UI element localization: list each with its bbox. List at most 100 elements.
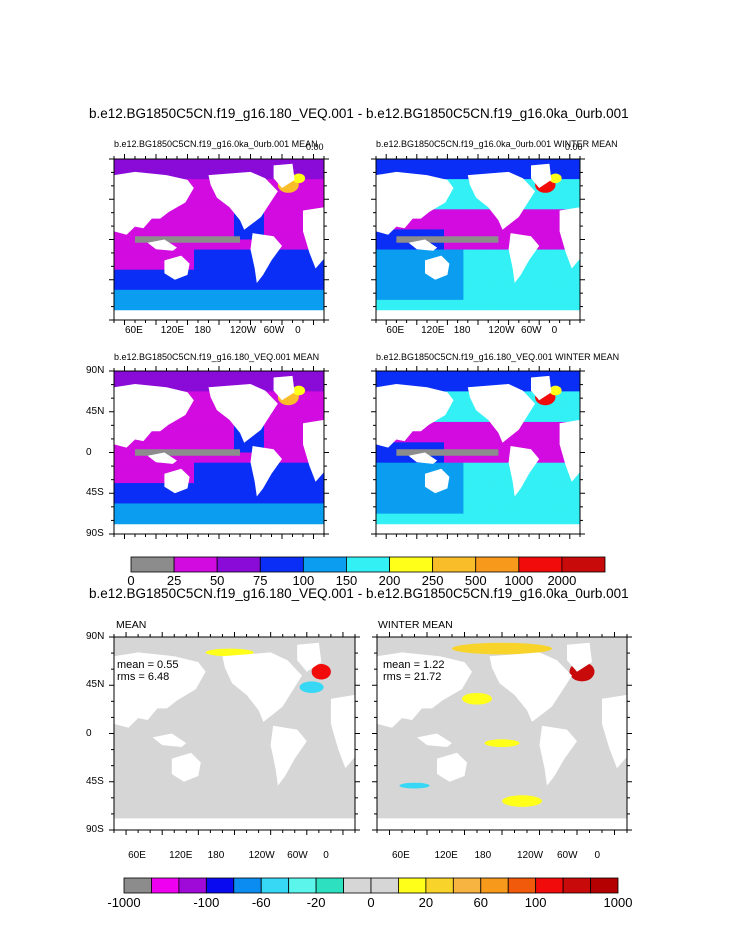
field-cell: [482, 371, 493, 382]
colorbar-1-swatch: [432, 556, 477, 573]
field-cell: [204, 472, 215, 484]
field-cell: [214, 249, 225, 261]
field-cell: [502, 299, 513, 311]
field-cell: [492, 269, 503, 281]
field-cell: [214, 442, 225, 453]
field-cell: [541, 219, 552, 230]
field-cell: [531, 269, 542, 281]
field-cell: [531, 249, 542, 261]
field-cell: [453, 452, 464, 464]
lon-tick-label: 180: [207, 850, 225, 861]
field-cell: [320, 757, 333, 771]
field-cell: [320, 805, 333, 819]
field-cell: [591, 733, 604, 746]
field-cell: [482, 279, 493, 291]
field-cell: [240, 745, 253, 759]
field-cell: [484, 745, 497, 759]
field-cell: [543, 793, 556, 807]
field-cell: [460, 709, 473, 722]
diff-panel-1-mean: mean = 0.55: [117, 659, 179, 671]
field-cell: [492, 371, 503, 382]
field-cell: [224, 269, 235, 281]
field-cell: [294, 209, 305, 220]
field-cell: [405, 269, 416, 281]
field-cell: [194, 685, 207, 698]
field-cell: [463, 299, 474, 311]
field-cell: [519, 745, 533, 759]
land-mass: [467, 171, 536, 230]
field-cell: [463, 442, 474, 453]
field-cell: [531, 503, 542, 515]
field-cell: [148, 793, 161, 807]
field-cell: [204, 219, 215, 230]
field-cell: [550, 452, 561, 464]
field-cell: [148, 757, 161, 771]
field-cell: [343, 805, 356, 819]
field-cell: [615, 661, 628, 674]
field-cell: [512, 169, 523, 180]
field-cell: [555, 697, 568, 710]
field-cell: [217, 781, 230, 795]
field-cell: [228, 697, 241, 710]
map-panel-4: [371, 366, 585, 539]
field-cell: [512, 432, 523, 443]
colorbar-1-swatch: [302, 556, 347, 573]
field-cell: [507, 757, 521, 771]
field-cell: [217, 637, 230, 650]
field-cell: [286, 709, 299, 722]
field-cell: [125, 745, 138, 759]
field-cell: [274, 483, 285, 494]
colorbar-2-swatch: [425, 877, 454, 894]
field-cell: [531, 769, 545, 783]
field-cell: [124, 493, 135, 504]
field-cell: [405, 432, 416, 443]
field-cell: [473, 249, 484, 261]
colorbar-1-label: 2000: [547, 573, 577, 588]
field-cell: [453, 442, 464, 453]
field-cell: [579, 757, 592, 771]
field-cell: [148, 769, 161, 783]
field-cell: [463, 189, 474, 200]
field-cell: [314, 493, 325, 504]
field-cell: [555, 793, 568, 807]
field-cell: [286, 649, 299, 662]
field-cell: [204, 229, 215, 240]
field-cell: [570, 179, 581, 190]
field-cell: [264, 199, 275, 210]
field-cell: [171, 805, 184, 819]
field-cell: [332, 745, 344, 759]
field-cell: [154, 219, 165, 230]
field-cell: [184, 483, 195, 494]
field-cell: [314, 381, 325, 392]
field-cell: [217, 685, 230, 698]
field-cell: [502, 452, 513, 464]
field-cell: [567, 697, 580, 710]
lon-tick-label: 120E: [160, 325, 185, 336]
field-cell: [125, 781, 138, 795]
field-cell: [144, 462, 155, 474]
field-cell: [164, 229, 175, 240]
field-cell: [531, 483, 542, 494]
field-cell: [332, 805, 344, 819]
field-cell: [114, 259, 125, 271]
field-cell: [274, 432, 285, 443]
field-cell: [436, 709, 449, 722]
field-cell: [591, 757, 604, 771]
field-cell: [284, 411, 295, 423]
field-cell: [395, 159, 406, 170]
field-cell: [385, 452, 396, 464]
field-cell: [144, 299, 155, 311]
field-cell: [234, 229, 245, 240]
field-cell: [144, 493, 155, 504]
field-cell: [263, 781, 276, 795]
field-cell: [304, 493, 315, 504]
colorbar-1-label: 200: [378, 573, 401, 588]
field-cell: [543, 805, 556, 819]
field-cell: [453, 289, 464, 301]
field-cell: [521, 159, 532, 170]
field-cell: [591, 709, 604, 722]
colorbar-1-label: 1000: [504, 573, 534, 588]
field-cell: [453, 391, 464, 402]
field-cell: [484, 673, 497, 686]
